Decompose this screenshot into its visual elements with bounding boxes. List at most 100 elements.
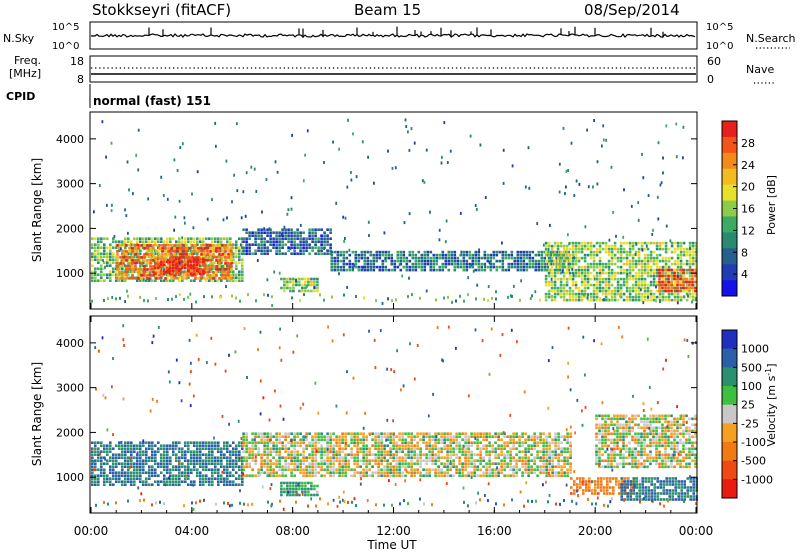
heatmap-cell bbox=[544, 283, 548, 287]
heatmap-cell bbox=[182, 253, 185, 256]
heatmap-cell bbox=[565, 280, 569, 284]
heatmap-cell bbox=[222, 218, 225, 222]
heatmap-cell bbox=[142, 450, 145, 453]
heatmap-cell bbox=[311, 234, 314, 237]
heatmap-cell bbox=[304, 484, 307, 488]
heatmap-cell bbox=[437, 468, 440, 471]
heatmap-cell bbox=[691, 247, 695, 251]
heatmap-cell bbox=[571, 256, 575, 260]
heatmap-cell bbox=[464, 438, 467, 441]
heatmap-cell bbox=[178, 237, 181, 240]
heatmap-cell bbox=[217, 462, 220, 465]
heatmap-cell bbox=[100, 255, 103, 258]
heatmap-cell bbox=[530, 471, 533, 474]
heatmap-cell bbox=[238, 459, 241, 462]
heatmap-cell bbox=[266, 234, 269, 237]
heatmap-cell bbox=[545, 441, 548, 444]
heatmap-cell bbox=[320, 453, 323, 456]
heatmap-cell bbox=[553, 289, 557, 293]
freq-label-2: [MHz] bbox=[9, 67, 41, 80]
heatmap-cell bbox=[292, 283, 295, 287]
heatmap-cell bbox=[583, 292, 587, 296]
heatmap-cell bbox=[281, 447, 284, 450]
heatmap-cell bbox=[482, 459, 485, 462]
heatmap-cell bbox=[149, 268, 152, 271]
heatmap-cell bbox=[269, 447, 272, 450]
heatmap-cell bbox=[539, 441, 542, 444]
heatmap-cell bbox=[658, 265, 662, 269]
heatmap-cell bbox=[519, 265, 523, 269]
heatmap-cell bbox=[566, 432, 569, 435]
heatmap-cell bbox=[649, 298, 653, 302]
heatmap-cell bbox=[118, 240, 121, 243]
heatmap-cell bbox=[396, 259, 400, 263]
heatmap-cell bbox=[542, 468, 545, 471]
heatmap-cell bbox=[589, 265, 593, 269]
heatmap-cell bbox=[278, 441, 281, 444]
colorbar-swatch bbox=[722, 216, 737, 233]
heatmap-cell bbox=[559, 286, 563, 290]
heatmap-cell bbox=[500, 465, 503, 468]
heatmap-cell bbox=[290, 246, 293, 249]
heatmap-cell bbox=[694, 253, 698, 257]
heatmap-cell bbox=[269, 450, 272, 453]
heatmap-cell bbox=[473, 462, 476, 465]
heatmap-cell bbox=[350, 450, 353, 453]
heatmap-cell bbox=[235, 240, 238, 243]
heatmap-cell bbox=[374, 438, 377, 441]
heatmap-cell bbox=[688, 277, 692, 281]
heatmap-cell bbox=[440, 432, 443, 435]
heatmap-cell bbox=[474, 268, 478, 272]
heatmap-cell bbox=[416, 459, 419, 462]
heatmap-cell bbox=[202, 269, 205, 273]
heatmap-cell bbox=[670, 268, 673, 272]
heatmap-cell bbox=[571, 253, 575, 257]
heatmap-cell bbox=[283, 487, 286, 491]
heatmap-cell bbox=[187, 240, 190, 243]
heatmap-cell bbox=[266, 444, 269, 447]
heatmap-cell bbox=[317, 249, 320, 252]
heatmap-cell bbox=[372, 265, 376, 269]
heatmap-cell bbox=[148, 237, 151, 240]
heatmap-cell bbox=[157, 249, 160, 252]
heatmap-cell bbox=[348, 253, 352, 257]
heatmap-cell bbox=[151, 456, 154, 459]
heatmap-cell bbox=[694, 295, 698, 299]
heatmap-cell bbox=[190, 237, 193, 240]
heatmap-cell bbox=[124, 237, 127, 240]
heatmap-cell bbox=[311, 465, 314, 468]
heatmap-cell bbox=[524, 456, 527, 459]
heatmap-cell bbox=[441, 256, 445, 260]
heatmap-cell bbox=[235, 453, 238, 456]
heatmap-cell bbox=[218, 244, 221, 247]
heatmap-cell bbox=[470, 453, 473, 456]
heatmap-cell bbox=[542, 453, 545, 456]
heatmap-cell bbox=[211, 441, 214, 444]
heatmap-cell bbox=[235, 483, 238, 486]
heatmap-cell bbox=[522, 268, 526, 272]
heatmap-cell bbox=[100, 471, 103, 474]
heatmap-cell bbox=[525, 253, 529, 257]
heatmap-cell bbox=[338, 471, 341, 474]
heatmap-cell bbox=[640, 283, 644, 287]
heatmap-cell bbox=[694, 277, 698, 281]
heatmap-cell bbox=[205, 474, 208, 477]
heatmap-cell bbox=[533, 444, 536, 447]
heatmap-cell bbox=[136, 456, 139, 459]
heatmap-cell bbox=[619, 294, 621, 298]
heatmap-cell bbox=[416, 444, 419, 447]
heatmap-cell bbox=[585, 489, 588, 492]
heatmap-cell bbox=[446, 438, 449, 441]
heatmap-cell bbox=[467, 447, 470, 450]
heatmap-cell bbox=[263, 435, 266, 438]
heatmap-cell bbox=[565, 268, 569, 272]
heatmap-cell bbox=[286, 212, 289, 216]
heatmap-cell bbox=[338, 272, 340, 276]
heatmap-cell bbox=[155, 265, 158, 268]
heatmap-cell bbox=[550, 283, 554, 287]
heatmap-cell bbox=[426, 259, 430, 263]
heatmap-cell bbox=[417, 262, 421, 266]
heatmap-cell bbox=[550, 280, 554, 284]
heatmap-cell bbox=[661, 241, 665, 245]
heatmap-cell bbox=[170, 253, 173, 256]
